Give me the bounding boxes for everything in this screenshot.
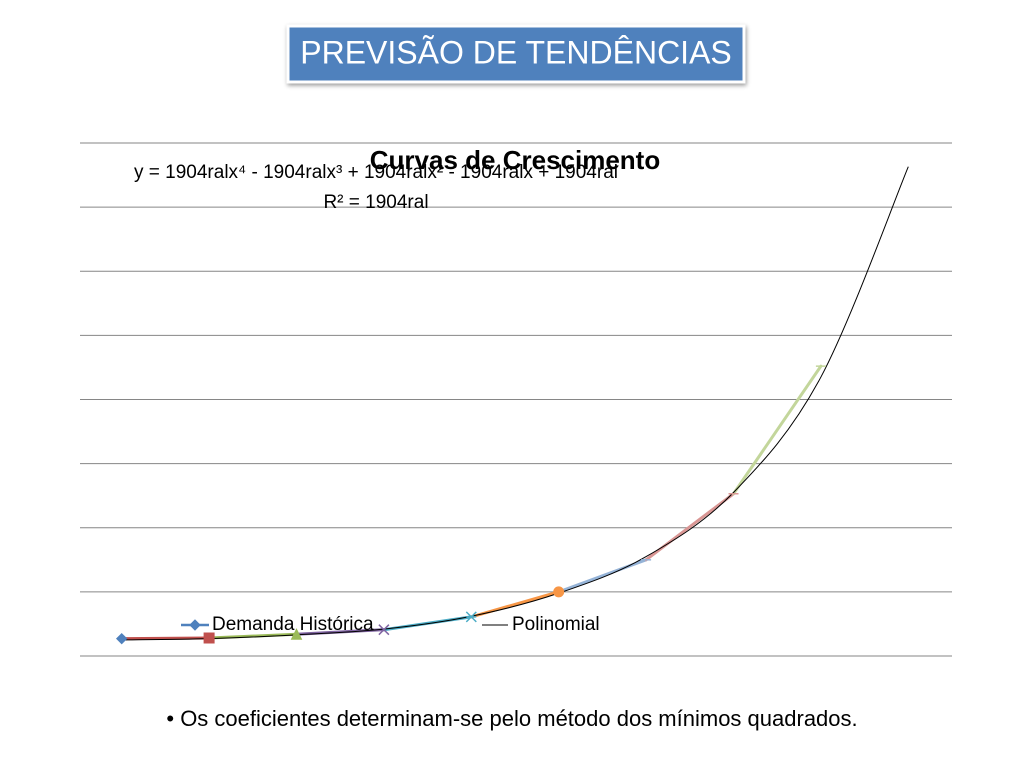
bullet-text: Os coeficientes determinam-se pelo métod… [180, 706, 857, 731]
r-squared: R² = 1904ral [323, 192, 428, 213]
header-box [286, 24, 746, 84]
legend-marker [189, 619, 201, 631]
line-segment [207, 632, 298, 640]
equation: y = 1904ralx⁴ - 1904ralx³ + 1904ralx² - … [134, 162, 618, 183]
trend-line [121, 166, 909, 641]
header-title: PREVISÃO DE TENDÊNCIAS [300, 34, 732, 70]
marker [203, 632, 215, 644]
marker [378, 624, 390, 636]
legend-label: Demanda Histórica [212, 614, 374, 635]
line-segment [732, 364, 823, 496]
marker [553, 586, 565, 598]
marker [290, 628, 303, 640]
chart-title: Curvas de Crescimento [370, 145, 660, 175]
legend-label: Polinomial [512, 614, 600, 635]
bullet: • Os coeficientes determinam-se pelo mét… [166, 706, 857, 731]
marker [465, 611, 477, 623]
line-segment [120, 636, 211, 641]
marker [115, 632, 128, 645]
line-segment [557, 558, 648, 594]
line-segment [644, 492, 735, 562]
